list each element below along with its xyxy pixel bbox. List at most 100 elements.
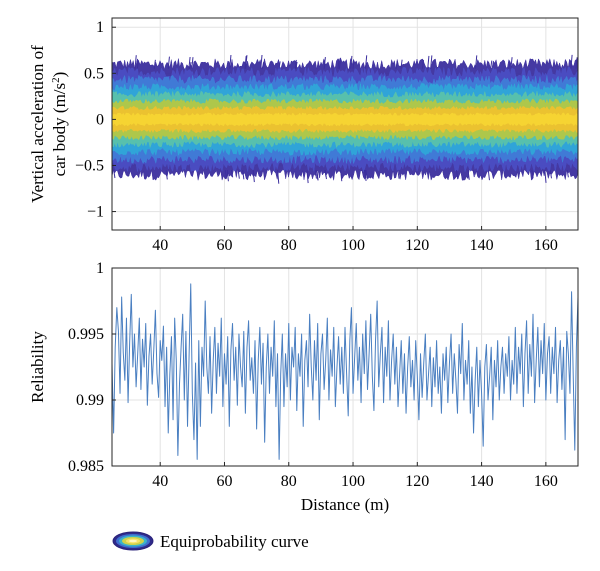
envelope-spike	[260, 54, 263, 69]
bottom-chart: 40 60 80 100 120 140 160 0.985 0.99 0.995 1 Reliab…	[28, 260, 579, 514]
envelope-spike	[566, 170, 569, 178]
envelope-spike	[167, 56, 170, 69]
envelope-spike	[314, 170, 317, 179]
bot-ytick-label: 0.99	[76, 392, 104, 409]
envelope-spike	[430, 55, 433, 69]
envelope-spike	[242, 170, 245, 180]
top-xtick-label: 160	[534, 237, 558, 254]
envelope-spike	[510, 57, 513, 69]
bot-xtick-label: 80	[281, 473, 297, 490]
envelope-spike	[352, 60, 355, 69]
bot-xtick-label: 120	[405, 473, 429, 490]
envelope-spike	[337, 58, 340, 69]
envelope-spike	[340, 170, 343, 182]
bot-xtick-label: 60	[216, 473, 232, 490]
envelope-spike	[306, 170, 309, 184]
envelope-spike	[467, 170, 470, 180]
bot-ytick-label: 0.995	[68, 326, 104, 343]
bottom-plot-frame	[111, 267, 579, 467]
bot-xtick-label: 160	[534, 473, 558, 490]
envelope-spike	[229, 54, 232, 69]
envelope-spike	[277, 170, 280, 184]
bot-ytick-label: 1	[96, 260, 104, 277]
envelope-spike	[472, 170, 475, 178]
bottom-tick-labels: 40 60 80 100 120 140 160 0.985 0.99 0.995 1	[68, 260, 558, 490]
top-y-axis-label-line1: Vertical acceleration of	[28, 45, 47, 203]
reliability-series	[112, 283, 578, 460]
envelope-spike	[224, 170, 227, 178]
envelope-spike	[189, 61, 192, 69]
top-xtick-label: 80	[281, 237, 297, 254]
envelope-spike	[244, 55, 247, 69]
envelope-spike	[549, 170, 552, 179]
envelope-spike	[165, 170, 168, 180]
top-tick-labels: 40 60 80 100 120 140 160 −1 −0.5 0 0.5 1	[75, 19, 558, 254]
bottom-x-axis-label: Distance (m)	[301, 495, 389, 514]
envelope-spike	[226, 170, 229, 182]
equiprobability-ellipse-icon	[112, 531, 154, 551]
top-ytick-label: 0.5	[84, 65, 104, 82]
envelope-spike	[421, 60, 425, 69]
top-xtick-label: 140	[470, 237, 494, 254]
envelope-spike	[237, 170, 240, 179]
bot-xtick-label: 140	[470, 473, 494, 490]
envelope-spike	[252, 170, 255, 183]
bottom-y-axis-label: Reliability	[28, 331, 47, 403]
envelope-spike	[456, 170, 459, 180]
envelope-spike	[475, 55, 478, 69]
top-ytick-label: −0.5	[75, 157, 104, 174]
envelope-spike	[188, 56, 191, 69]
top-y-axis-label-line2: car body (m/s2)	[50, 72, 69, 177]
density-band-7	[112, 112, 578, 127]
envelope-spike	[136, 60, 139, 69]
top-xtick-label: 120	[405, 237, 429, 254]
top-ytick-label: 1	[96, 19, 104, 36]
envelope-spike	[364, 170, 367, 181]
top-xtick-label: 100	[341, 237, 365, 254]
envelope-spike	[350, 55, 353, 69]
envelope-spike	[490, 60, 493, 69]
envelope-spike	[153, 59, 156, 69]
envelope-spike	[570, 54, 573, 69]
legend: Equiprobability curve	[112, 531, 309, 551]
reliability-line	[112, 283, 578, 460]
envelope-spike	[531, 170, 534, 179]
envelope-spike	[427, 55, 430, 69]
envelope-spike	[397, 170, 400, 179]
envelope-spike	[508, 61, 511, 69]
envelope-spike	[230, 170, 234, 178]
envelope-spike	[323, 57, 326, 69]
envelope-spike	[395, 61, 398, 69]
envelope-spike	[400, 59, 403, 69]
envelope-spike	[245, 55, 248, 69]
envelope-spike	[487, 170, 490, 181]
envelope-spike	[278, 61, 281, 69]
envelope-spike	[295, 61, 298, 69]
bot-xtick-label: 40	[152, 473, 168, 490]
envelope-spike	[365, 55, 368, 69]
envelope-spike	[544, 170, 547, 183]
envelope-spike	[338, 57, 342, 69]
legend-label: Equiprobability curve	[160, 532, 309, 551]
envelope-spike	[324, 170, 327, 178]
envelope-spike	[191, 57, 194, 69]
envelope-spike	[575, 57, 578, 69]
envelope-spike	[294, 59, 297, 69]
envelope-spike	[316, 170, 319, 181]
envelope-spike	[134, 55, 137, 69]
bot-xtick-label: 100	[341, 473, 365, 490]
top-xtick-label: 40	[152, 237, 168, 254]
top-xtick-label: 60	[216, 237, 232, 254]
envelope-spike	[261, 62, 265, 69]
envelope-spike	[365, 170, 368, 178]
bottom-tick-marks	[112, 267, 547, 467]
top-ytick-label: 0	[96, 111, 104, 128]
top-ytick-label: −1	[87, 204, 104, 221]
top-density-bands	[112, 54, 578, 184]
bot-ytick-label: 0.985	[68, 458, 104, 475]
envelope-spike	[113, 170, 116, 179]
top-chart: 40 60 80 100 120 140 160 −1 −0.5 0 0.5 1 Vertical a…	[28, 17, 579, 254]
top-tick-marks	[112, 26, 547, 230]
top-plot-frame	[111, 17, 579, 231]
